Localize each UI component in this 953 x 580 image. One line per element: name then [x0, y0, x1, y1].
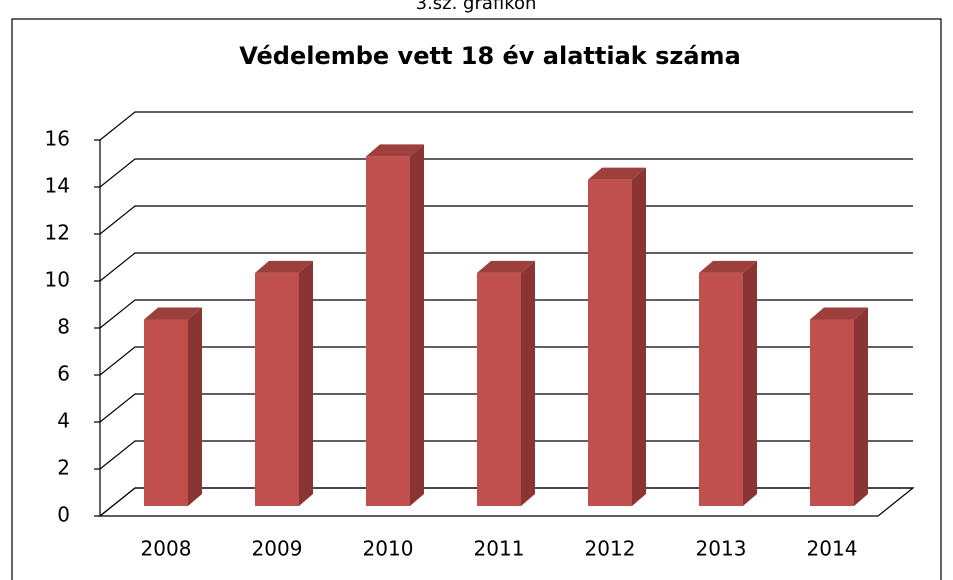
bar-front [255, 272, 299, 506]
bar [144, 307, 202, 506]
grid-line [99, 440, 913, 470]
bar [699, 260, 757, 506]
bar-top [366, 144, 424, 157]
bar [255, 260, 313, 506]
x-tick-label: 2013 [696, 537, 747, 561]
bar-side [410, 144, 424, 506]
bar-front [366, 156, 410, 506]
x-tick-label: 2011 [474, 537, 525, 561]
grid-line [99, 111, 913, 141]
y-tick-label: 8 [57, 315, 70, 339]
bar-front [477, 272, 521, 506]
bar-side [521, 260, 535, 506]
y-tick-label: 10 [45, 268, 70, 292]
bar [366, 144, 424, 506]
bar-top [699, 260, 757, 273]
bar-front [699, 272, 743, 506]
x-tick-label: 2014 [807, 537, 858, 561]
bar-top [144, 307, 202, 320]
chart-title: Védelembe vett 18 év alattiak száma [239, 42, 741, 70]
bar-front [144, 319, 188, 506]
bar-front [588, 179, 632, 506]
grid-line [99, 393, 913, 423]
grid-line [99, 205, 913, 235]
grid-line [99, 346, 913, 376]
grid-line [99, 158, 913, 188]
bar-side [854, 307, 868, 506]
y-tick-label: 16 [45, 127, 70, 151]
bar-side [743, 260, 757, 506]
x-tick-label: 2012 [585, 537, 636, 561]
y-tick-label: 12 [45, 221, 70, 245]
bar-side [188, 307, 202, 506]
y-tick-label: 0 [57, 503, 70, 527]
bar [477, 260, 535, 506]
bar-top [810, 307, 868, 320]
caption: 3.sz. grafikon [416, 0, 537, 14]
grid-line [99, 252, 913, 282]
y-tick-label: 14 [45, 174, 70, 198]
x-tick-label: 2008 [141, 537, 192, 561]
bar [810, 307, 868, 506]
bar-top [588, 167, 646, 180]
bar-front [810, 319, 854, 506]
grid-line [99, 299, 913, 329]
bar-top [255, 260, 313, 273]
y-tick-label: 6 [57, 362, 70, 386]
bar [588, 167, 646, 506]
x-tick-label: 2009 [252, 537, 303, 561]
bar-top [477, 260, 535, 273]
bar-side [632, 167, 646, 506]
y-tick-label: 4 [57, 409, 70, 433]
y-tick-label: 2 [57, 456, 70, 480]
bar-side [299, 260, 313, 506]
grid-line [99, 487, 913, 517]
x-tick-label: 2010 [363, 537, 414, 561]
